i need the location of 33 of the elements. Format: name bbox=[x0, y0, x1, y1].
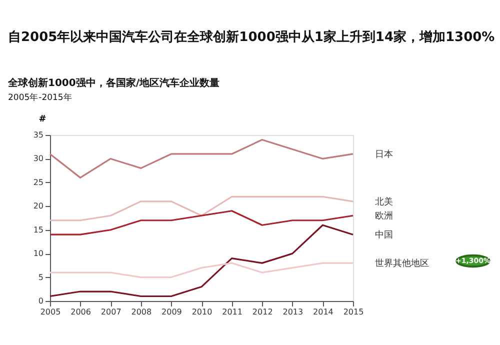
line-series bbox=[49, 262, 354, 278]
x-tick-label: 2008 bbox=[131, 308, 152, 316]
chart-title: 自2005年以来中国汽车公司在全球创新1000强中从1家上升到14家，增加1300% bbox=[8, 29, 495, 45]
line-series bbox=[49, 138, 354, 178]
x-tick-label: 2011 bbox=[222, 308, 242, 316]
y-tick-label: 30 bbox=[33, 154, 44, 164]
text: 欧洲 bbox=[375, 210, 393, 222]
y-tick-label: 25 bbox=[33, 178, 44, 187]
x-tick-label: 2013 bbox=[282, 308, 304, 316]
line-series bbox=[49, 224, 354, 298]
line-series bbox=[49, 196, 354, 222]
y-tick-label: 35 bbox=[33, 130, 44, 140]
y-tick-label: 0 bbox=[38, 296, 44, 306]
x-tick-label: 2010 bbox=[192, 308, 212, 316]
line-series bbox=[49, 210, 354, 236]
x-tick-label: 2009 bbox=[162, 308, 182, 316]
text: 世界其他地区 bbox=[375, 258, 429, 270]
y-tick-label: 15 bbox=[33, 225, 44, 234]
x-tick-label: 2006 bbox=[70, 308, 91, 316]
x-tick-label: 2007 bbox=[100, 308, 122, 316]
x-tick-label: 2005 bbox=[40, 308, 61, 316]
x-tick-label: 2015 bbox=[343, 308, 364, 316]
text: 中国 bbox=[375, 230, 393, 241]
y-tick-label: 10 bbox=[33, 249, 44, 258]
y-tick-label: 5 bbox=[38, 272, 44, 282]
text: 北美 bbox=[375, 196, 393, 208]
text: 日本 bbox=[375, 148, 393, 160]
x-tick-label: 2012 bbox=[252, 308, 273, 316]
y-axis-title: # bbox=[38, 114, 46, 124]
text: 2005年-2015年 bbox=[8, 92, 72, 103]
chart-subtitle: 全球创新1000强中，各国家/地区汽车企业数量 bbox=[7, 77, 220, 89]
x-tick-label: 2014 bbox=[313, 308, 334, 316]
y-tick-label: 20 bbox=[33, 202, 44, 211]
